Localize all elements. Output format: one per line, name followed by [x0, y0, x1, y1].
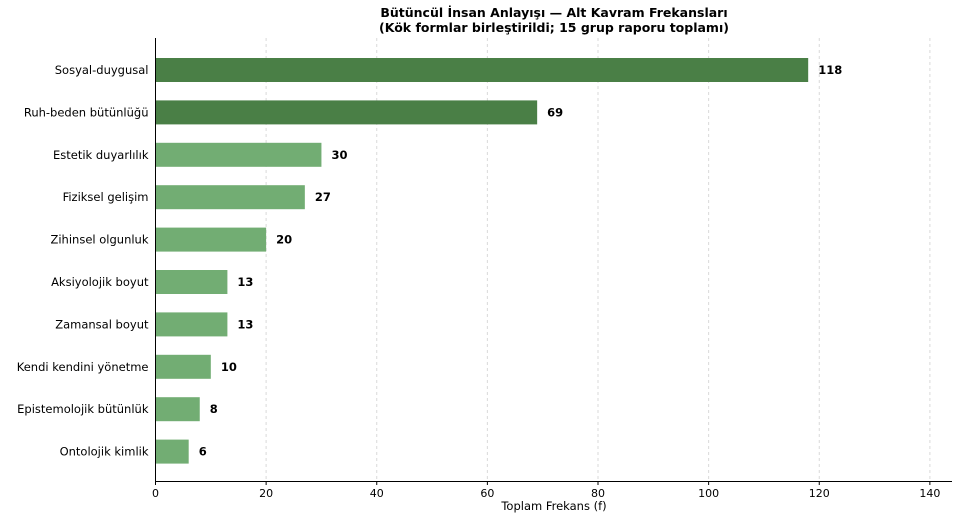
value-label: 8 — [210, 402, 218, 416]
category-label: Epistemolojik bütünlük — [17, 402, 149, 416]
bar — [155, 397, 200, 422]
x-axis-label: Toplam Frekans (f) — [500, 499, 606, 513]
x-tick-label: 80 — [591, 487, 605, 500]
category-label: Zamansal boyut — [55, 317, 149, 331]
bar — [155, 354, 211, 379]
x-axis-ticks: 0 20 40 60 80 100 120 140 — [152, 481, 940, 500]
value-label: 13 — [237, 317, 253, 331]
category-label: Zihinsel olgunluk — [50, 233, 148, 247]
category-label: Kendi kendini yönetme — [17, 360, 149, 374]
category-label: Sosyal-duygusal — [55, 63, 149, 77]
category-label: Fiziksel gelişim — [63, 190, 149, 204]
x-tick-label: 120 — [809, 487, 830, 500]
value-label: 118 — [818, 63, 842, 77]
value-label: 13 — [237, 275, 253, 289]
bar — [155, 58, 809, 82]
category-labels: Sosyal-duygusal Ruh-beden bütünlüğü Esteti… — [17, 63, 149, 459]
category-label: Aksiyolojik boyut — [51, 275, 149, 289]
x-tick-label: 20 — [259, 487, 273, 500]
bars — [155, 58, 809, 464]
category-label: Ontolojik kimlik — [60, 445, 149, 459]
bar — [155, 312, 228, 337]
chart-title: Bütüncül İnsan Anlayışı — Alt Kavram Fre… — [380, 5, 727, 20]
bar — [155, 270, 228, 294]
value-label: 30 — [331, 148, 347, 162]
x-tick-label: 0 — [152, 487, 159, 500]
category-label: Estetik duyarlılık — [53, 148, 149, 162]
bar — [155, 100, 538, 125]
x-tick-label: 100 — [698, 487, 719, 500]
x-tick-label: 60 — [480, 487, 494, 500]
value-label: 6 — [199, 445, 207, 459]
x-tick-label: 140 — [919, 487, 940, 500]
value-label: 69 — [547, 105, 563, 119]
value-label: 27 — [315, 190, 331, 204]
value-labels: 118 69 30 27 20 13 13 10 8 6 — [199, 63, 843, 459]
bar — [155, 227, 267, 252]
bar — [155, 439, 189, 464]
bar — [155, 185, 305, 210]
value-label: 10 — [221, 360, 237, 374]
chart-subtitle: (Kök formlar birleştirildi; 15 grup rapo… — [379, 20, 729, 35]
x-tick-label: 40 — [370, 487, 384, 500]
value-label: 20 — [276, 233, 292, 247]
bar — [155, 142, 322, 167]
category-label: Ruh-beden bütünlüğü — [24, 105, 149, 119]
